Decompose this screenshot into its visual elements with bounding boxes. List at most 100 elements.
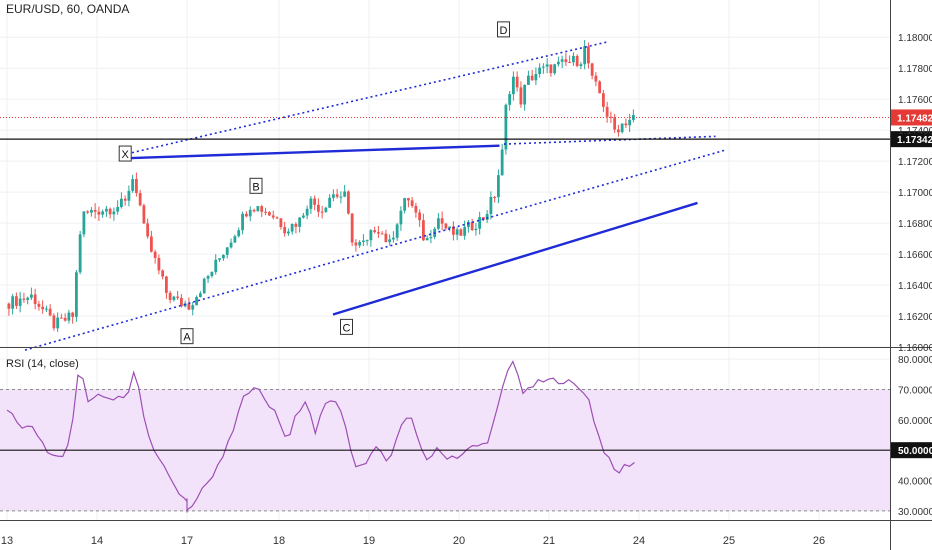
candle-body: [101, 211, 105, 215]
candle-body: [568, 62, 572, 64]
candle-body: [165, 276, 168, 293]
candle-body: [97, 211, 101, 215]
candle-body: [478, 217, 482, 229]
candle-body: [86, 211, 90, 213]
candle-body: [549, 64, 553, 74]
rsi-midline-label: 50.0000: [898, 446, 932, 457]
candle-body: [202, 278, 206, 294]
candle-body: [180, 297, 183, 307]
symbol-header[interactable]: EUR/USD, 60, OANDA: [6, 2, 130, 16]
candle-body: [452, 226, 455, 235]
y-tick-label: 1.18000: [898, 33, 932, 44]
candle-body: [206, 276, 210, 279]
trendline-a-c: [332, 201, 698, 316]
y-tick-label: 1.16000: [898, 343, 932, 354]
candle-body: [52, 315, 56, 329]
candle-body: [93, 209, 97, 212]
candle-body: [317, 204, 320, 212]
candle-body: [116, 207, 120, 212]
candle-body: [594, 75, 598, 82]
x-tick-label: 24: [633, 535, 645, 547]
candle-body: [500, 149, 504, 176]
candle-body: [210, 271, 214, 277]
candle-body: [542, 66, 545, 68]
candle-body: [45, 308, 48, 310]
candle-body: [624, 123, 628, 126]
candle-body: [33, 294, 37, 304]
candle-body: [22, 298, 26, 300]
candle-body: [515, 76, 519, 88]
candle-body: [256, 206, 260, 212]
candle-body: [290, 223, 294, 232]
candle-body: [590, 63, 594, 76]
candle-body: [335, 194, 339, 197]
candle-body: [399, 210, 403, 225]
candle-body: [309, 198, 313, 209]
candle-body: [313, 198, 317, 205]
candle-body: [470, 221, 474, 231]
candle-body: [534, 73, 538, 81]
candle-body: [403, 198, 407, 211]
candle-body: [78, 234, 82, 273]
candle-body: [75, 272, 78, 317]
candle-body: [343, 191, 347, 197]
candle-body: [195, 296, 198, 306]
candle-body: [283, 227, 287, 234]
candle-body: [560, 59, 564, 62]
rsi-line: [6, 360, 635, 513]
candle-body: [187, 303, 191, 310]
candle-body: [598, 81, 602, 94]
candle-body: [172, 296, 176, 300]
candle-body: [324, 207, 328, 212]
candle-body: [575, 55, 579, 67]
candle-body: [298, 217, 302, 227]
candle-body: [418, 212, 422, 221]
candle-body: [264, 211, 267, 213]
candle-body: [425, 238, 429, 241]
candle-body: [241, 213, 244, 231]
candle-body: [440, 218, 444, 224]
candle-body: [112, 211, 116, 215]
x-tick-label: 13: [1, 535, 13, 547]
rsi-tick-label: 40.0000: [898, 477, 932, 488]
channel-mid: [503, 135, 716, 145]
candle-body: [437, 218, 440, 229]
candle-body: [395, 224, 399, 238]
candle-body: [605, 106, 609, 117]
candle-body: [176, 296, 180, 298]
candle-body: [369, 230, 373, 241]
candle-body: [388, 239, 392, 243]
candle-body: [260, 206, 264, 212]
candle-body: [63, 317, 67, 321]
current-price-tag: [891, 109, 932, 126]
candle-body: [37, 303, 41, 307]
candle-body: [617, 129, 620, 133]
candle-body: [497, 175, 500, 198]
pattern-point-box: [249, 177, 263, 194]
candle-body: [444, 223, 448, 229]
candle-body: [248, 209, 252, 217]
candle-body: [168, 292, 172, 300]
candle-body: [146, 223, 150, 237]
rsi-tick-label: 80.0000: [898, 355, 932, 366]
candle-body: [392, 237, 395, 240]
candle-body: [545, 64, 549, 67]
candle-body: [463, 227, 467, 236]
rsi-tick-label: 70.0000: [898, 385, 932, 396]
candle-body: [108, 208, 112, 215]
candle-body: [131, 179, 135, 191]
candle-body: [410, 200, 414, 206]
x-tick-label: 18: [273, 535, 285, 547]
channel-upper: [122, 41, 608, 156]
x-tick-label: 14: [91, 535, 103, 547]
candle-body: [56, 317, 60, 329]
candle-body: [489, 196, 493, 215]
candle-body: [380, 233, 384, 235]
candle-body: [233, 236, 237, 243]
candle-body: [26, 297, 30, 300]
candle-body: [237, 230, 241, 237]
candle-body: [191, 305, 195, 310]
candle-body: [530, 75, 534, 81]
rsi-header[interactable]: RSI (14, close): [6, 358, 79, 370]
